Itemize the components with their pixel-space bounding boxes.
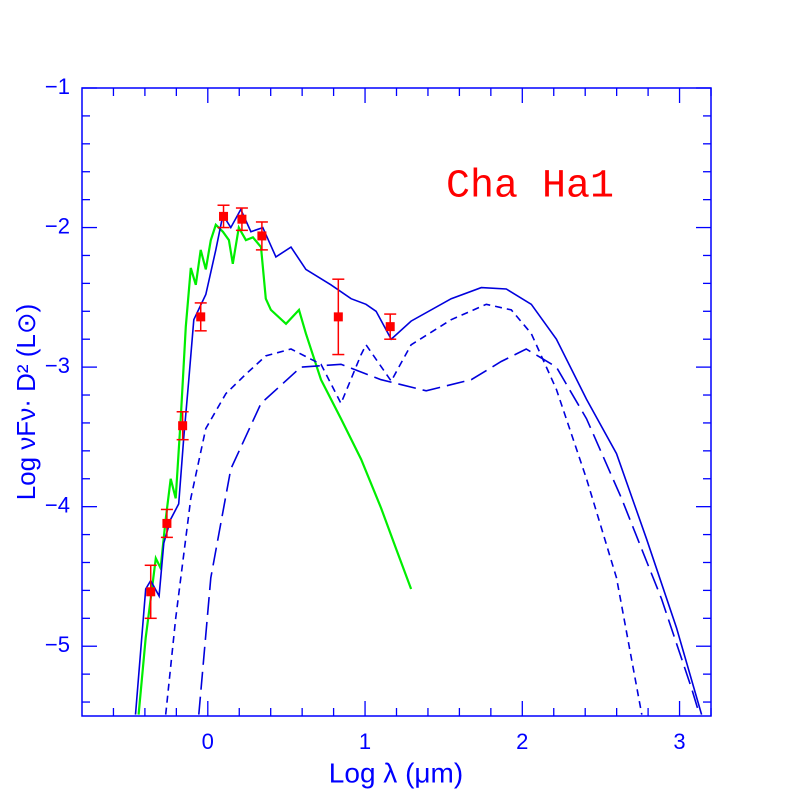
data-point <box>257 231 267 241</box>
x-tick-label: 2 <box>516 729 528 754</box>
x-axis-label: Log λ (μm) <box>329 757 463 788</box>
x-tick-label: 1 <box>359 729 371 754</box>
x-tick-label: 3 <box>673 729 685 754</box>
data-point <box>178 421 188 431</box>
x-tick-label: 0 <box>202 729 214 754</box>
data-point <box>162 518 172 528</box>
data-point <box>196 312 206 322</box>
y-tick-label: −5 <box>45 632 70 657</box>
model-line <box>198 348 701 715</box>
y-tick-label: −1 <box>45 74 70 99</box>
y-axis-label: Log νFν· D² (L⊙) <box>11 304 41 501</box>
data-point <box>333 312 343 322</box>
plot-area <box>134 207 703 715</box>
data-point <box>219 211 229 221</box>
model-line <box>164 303 643 715</box>
y-tick-label: −3 <box>45 353 70 378</box>
y-tick-label: −2 <box>45 213 70 238</box>
data-point <box>385 322 395 332</box>
y-tick-label: −4 <box>45 492 70 517</box>
model-line <box>137 222 413 715</box>
data-point <box>146 587 156 597</box>
model-line <box>134 207 703 715</box>
annotation: Cha Ha1 <box>446 165 614 210</box>
plot-frame <box>81 87 712 717</box>
data-point <box>237 214 247 224</box>
